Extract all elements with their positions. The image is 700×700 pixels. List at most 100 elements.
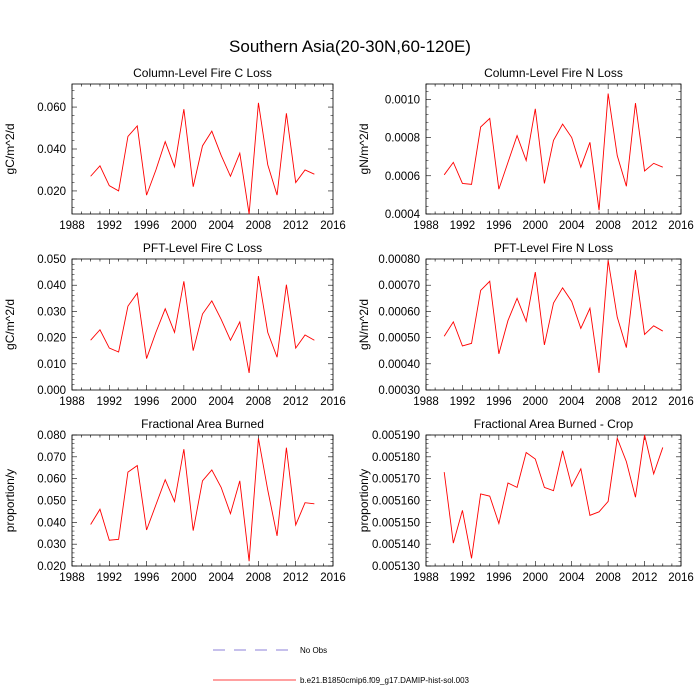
panel-3: PFT-Level Fire C Loss gC/m^2/d 1988 1992 199… bbox=[3, 241, 346, 408]
x-tick-label: 1992 bbox=[450, 396, 476, 408]
x-tick-label: 2000 bbox=[522, 220, 548, 232]
x-tick-label: 1988 bbox=[413, 572, 439, 584]
y-axis-label: proportion/y bbox=[3, 469, 17, 532]
y-tick-label: 0.040 bbox=[37, 517, 66, 529]
x-tick-label: 1996 bbox=[134, 396, 160, 408]
x-tick-label: 1988 bbox=[59, 220, 85, 232]
y-axis-label: proportion/y bbox=[357, 469, 371, 532]
x-tick-label: 2004 bbox=[559, 572, 585, 584]
y-tick-label: 0.040 bbox=[37, 144, 66, 156]
x-tick-label: 2004 bbox=[559, 220, 585, 232]
x-tick-label: 1996 bbox=[134, 572, 160, 584]
y-tick-label: 0.040 bbox=[37, 280, 66, 292]
y-tick-label: 0.020 bbox=[37, 561, 66, 573]
y-axis-label: gC/m^2/d bbox=[3, 299, 17, 350]
x-tick-label: 2016 bbox=[668, 396, 694, 408]
x-tick-label: 2008 bbox=[246, 396, 272, 408]
y-tick-label: 0.005130 bbox=[372, 561, 420, 573]
y-tick-label: 0.00040 bbox=[378, 359, 420, 371]
x-tick-label: 2000 bbox=[171, 396, 197, 408]
x-tick-label: 1988 bbox=[413, 396, 439, 408]
y-tick-label: 0.00070 bbox=[378, 280, 420, 292]
y-tick-label: 0.005150 bbox=[372, 517, 420, 529]
series-line bbox=[90, 438, 315, 562]
y-tick-label: 0.000 bbox=[37, 385, 66, 397]
panel-title: Fractional Area Burned bbox=[141, 417, 264, 431]
legend: No Obs b.e21.B1850cmip6.f09_g17.DAMIP-hi… bbox=[213, 646, 470, 685]
chart-panels: Column-Level Fire C Loss gC/m^2/d 1988 1992… bbox=[3, 66, 694, 584]
series-line bbox=[90, 275, 315, 374]
x-tick-label: 2016 bbox=[320, 572, 346, 584]
panel-title: PFT-Level Fire C Loss bbox=[143, 241, 262, 255]
series-line bbox=[90, 102, 315, 215]
x-tick-label: 2000 bbox=[171, 220, 197, 232]
panel-1: Column-Level Fire C Loss gC/m^2/d 1988 1992… bbox=[3, 66, 346, 232]
plot-frame bbox=[71, 434, 334, 567]
x-tick-label: 2000 bbox=[171, 572, 197, 584]
y-tick-label: 0.00060 bbox=[378, 306, 420, 318]
x-tick-label: 2008 bbox=[595, 572, 621, 584]
x-tick-label: 2012 bbox=[283, 220, 309, 232]
x-tick-label: 2012 bbox=[283, 396, 309, 408]
y-tick-label: 0.080 bbox=[37, 430, 66, 442]
x-tick-label: 2000 bbox=[522, 572, 548, 584]
x-tick-label: 2012 bbox=[632, 396, 658, 408]
x-tick-label: 2008 bbox=[246, 572, 272, 584]
y-tick-label: 0.005180 bbox=[372, 452, 420, 464]
panel-title: PFT-Level Fire N Loss bbox=[494, 241, 613, 255]
x-tick-label: 2004 bbox=[208, 572, 234, 584]
y-axis-label: gN/m^2/d bbox=[357, 299, 371, 350]
x-tick-label: 2016 bbox=[668, 220, 694, 232]
y-tick-label: 0.060 bbox=[37, 102, 66, 114]
panel-title: Column-Level Fire C Loss bbox=[133, 66, 272, 80]
series-line bbox=[443, 260, 664, 374]
plot-frame bbox=[71, 83, 334, 215]
x-tick-label: 2008 bbox=[246, 220, 272, 232]
y-tick-label: 0.005160 bbox=[372, 496, 420, 508]
legend-obs-label: No Obs bbox=[300, 646, 327, 655]
x-tick-label: 2012 bbox=[632, 572, 658, 584]
y-tick-label: 0.020 bbox=[37, 186, 66, 198]
series-line bbox=[443, 434, 664, 559]
x-tick-label: 2000 bbox=[522, 396, 548, 408]
y-tick-label: 0.00050 bbox=[378, 333, 420, 345]
plot-frame bbox=[425, 434, 682, 567]
y-tick-label: 0.030 bbox=[37, 306, 66, 318]
x-tick-label: 1992 bbox=[96, 220, 122, 232]
panel-5: Fractional Area Burned proportion/y 1988 19… bbox=[3, 417, 346, 584]
x-tick-label: 1996 bbox=[134, 220, 160, 232]
x-tick-label: 1988 bbox=[59, 572, 85, 584]
panel-6: Fractional Area Burned - Crop proportion/… bbox=[357, 417, 694, 584]
panel-title: Fractional Area Burned - Crop bbox=[474, 417, 634, 431]
x-tick-label: 2004 bbox=[208, 220, 234, 232]
y-tick-label: 0.0004 bbox=[385, 209, 421, 221]
x-tick-label: 2016 bbox=[320, 220, 346, 232]
y-tick-label: 0.00080 bbox=[378, 254, 420, 266]
y-tick-label: 0.050 bbox=[37, 254, 66, 266]
y-tick-label: 0.060 bbox=[37, 474, 66, 486]
panel-2: Column-Level Fire N Loss gN/m^2/d 1988 1992… bbox=[357, 66, 694, 232]
x-tick-label: 1996 bbox=[486, 220, 512, 232]
x-tick-label: 1992 bbox=[450, 220, 476, 232]
x-tick-label: 1992 bbox=[96, 396, 122, 408]
series-line bbox=[443, 93, 663, 211]
y-tick-label: 0.030 bbox=[37, 539, 66, 551]
panel-title: Column-Level Fire N Loss bbox=[484, 66, 623, 80]
plot-frame bbox=[425, 83, 682, 215]
x-tick-label: 1988 bbox=[59, 396, 85, 408]
x-tick-label: 2004 bbox=[208, 396, 234, 408]
y-tick-label: 0.005140 bbox=[372, 539, 420, 551]
y-axis-label: gN/m^2/d bbox=[357, 124, 371, 175]
y-axis-label: gC/m^2/d bbox=[3, 124, 17, 175]
x-tick-label: 2008 bbox=[595, 396, 621, 408]
y-tick-label: 0.005170 bbox=[372, 474, 420, 486]
x-tick-label: 1996 bbox=[486, 396, 512, 408]
y-tick-label: 0.0010 bbox=[385, 94, 420, 106]
y-tick-label: 0.070 bbox=[37, 452, 66, 464]
plot-frame bbox=[71, 258, 334, 391]
x-tick-label: 1992 bbox=[450, 572, 476, 584]
x-tick-label: 2016 bbox=[320, 396, 346, 408]
y-tick-label: 0.0006 bbox=[385, 171, 420, 183]
y-tick-label: 0.005190 bbox=[372, 430, 420, 442]
